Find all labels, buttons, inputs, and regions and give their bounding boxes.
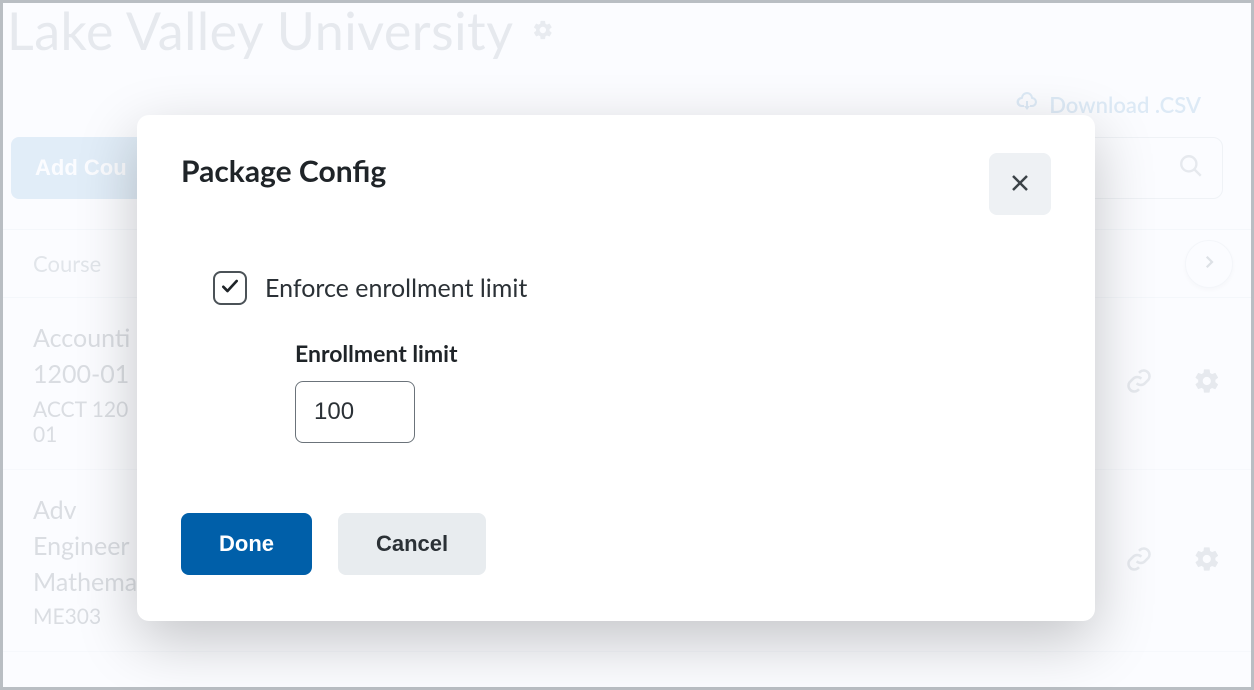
enrollment-limit-label: Enrollment limit: [295, 339, 1051, 367]
close-icon: [1008, 171, 1032, 198]
close-button[interactable]: [989, 153, 1051, 215]
link-icon[interactable]: [1125, 545, 1153, 577]
modal-title: Package Config: [181, 153, 386, 189]
done-button[interactable]: Done: [181, 513, 312, 575]
row-subtitle: ME303: [33, 604, 137, 629]
chevron-right-icon: [1200, 253, 1218, 275]
row-title: AdvEngineerMathema: [33, 492, 137, 601]
enrollment-limit-input[interactable]: [295, 381, 415, 443]
gear-icon[interactable]: [532, 19, 554, 45]
search-input[interactable]: [1083, 137, 1223, 199]
gear-icon[interactable]: [1193, 545, 1221, 577]
scroll-right-button[interactable]: [1185, 240, 1233, 288]
row-title: Accounti1200-01: [33, 320, 130, 393]
link-icon[interactable]: [1125, 367, 1153, 399]
check-icon: [220, 276, 240, 300]
gear-icon[interactable]: [1193, 367, 1221, 399]
table-header-course: Course: [33, 250, 101, 277]
row-subtitle: ACCT 12001: [33, 397, 130, 447]
add-course-button[interactable]: Add Cou: [11, 137, 151, 199]
enforce-limit-label: Enforce enrollment limit: [265, 273, 527, 303]
search-icon: [1178, 153, 1204, 183]
package-config-modal: Package Config Enforce enrollment limit …: [137, 115, 1095, 621]
cancel-button[interactable]: Cancel: [338, 513, 486, 575]
page-title: Lake Valley University: [7, 3, 514, 60]
enforce-limit-checkbox[interactable]: [213, 271, 247, 305]
